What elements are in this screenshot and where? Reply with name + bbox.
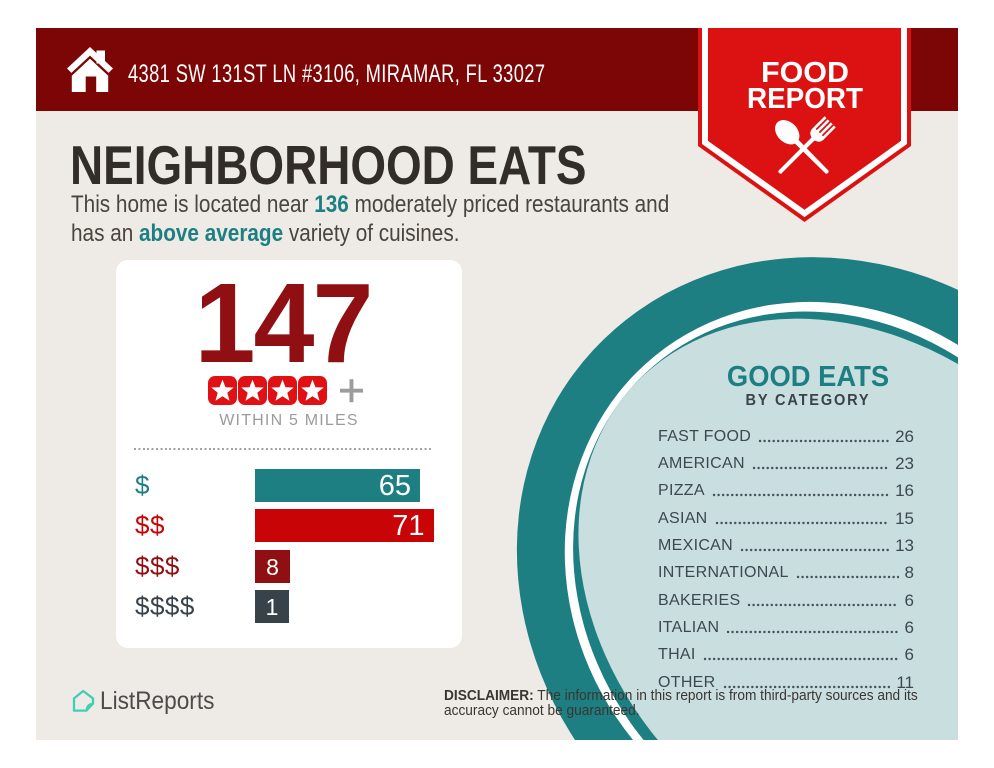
svg-text:REPORT: REPORT xyxy=(747,83,863,115)
svg-text:FOOD: FOOD xyxy=(761,57,849,89)
